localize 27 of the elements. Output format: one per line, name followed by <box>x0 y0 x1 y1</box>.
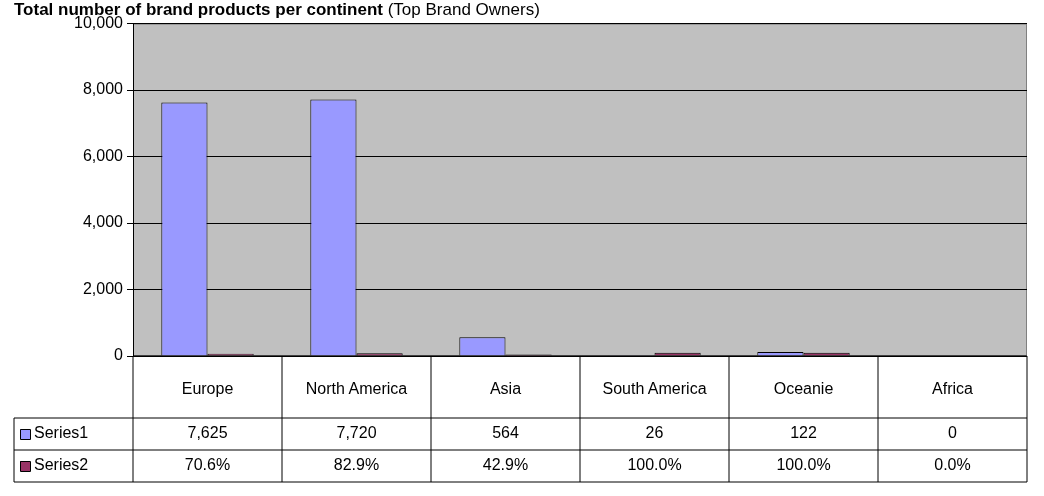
x-tick-label: Europe <box>181 380 234 398</box>
data-label: 100.0% <box>627 456 682 474</box>
data-label: 70.6% <box>184 456 231 474</box>
data-label: 7,720 <box>336 424 377 442</box>
y-tick-label: 0 <box>114 346 124 364</box>
y-tick-label: 6,000 <box>82 146 124 164</box>
data-label: 564 <box>492 424 519 442</box>
x-tick-label: North America <box>305 380 408 398</box>
data-label: 26 <box>645 424 664 442</box>
data-label: 122 <box>790 424 817 442</box>
y-tick-label: 8,000 <box>82 80 124 98</box>
x-tick-label: South America <box>602 380 707 398</box>
data-label: 7,625 <box>187 424 228 442</box>
x-tick-label: Oceanie <box>773 380 834 398</box>
data-label: 0.0% <box>934 456 971 474</box>
legend-label: Series2 <box>34 456 89 474</box>
y-tick-label: 2,000 <box>82 279 124 297</box>
x-tick-label: Asia <box>489 380 522 398</box>
data-label: 100.0% <box>776 456 831 474</box>
chart-subtitle: (Top Brand Owners) <box>387 0 540 19</box>
y-tick-label: 4,000 <box>82 213 124 231</box>
x-tick-label: Africa <box>932 380 974 398</box>
data-label: 42.9% <box>482 456 529 474</box>
data-label: 0 <box>948 424 958 442</box>
legend-label: Series1 <box>34 424 89 442</box>
data-label: 82.9% <box>333 456 380 474</box>
y-tick-label: 10,000 <box>74 14 124 32</box>
